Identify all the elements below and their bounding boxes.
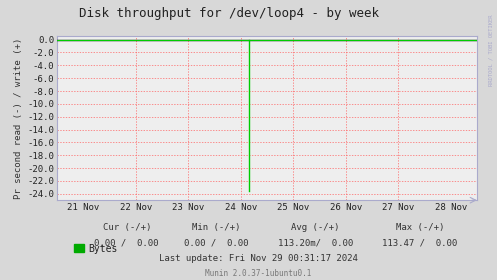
Text: Max (-/+): Max (-/+) (396, 223, 444, 232)
Text: 113.20m/  0.00: 113.20m/ 0.00 (278, 239, 353, 248)
Y-axis label: Pr second read (-) / write (+): Pr second read (-) / write (+) (14, 38, 23, 199)
Text: Disk throughput for /dev/loop4 - by week: Disk throughput for /dev/loop4 - by week (79, 7, 379, 20)
Text: Last update: Fri Nov 29 00:31:17 2024: Last update: Fri Nov 29 00:31:17 2024 (159, 254, 358, 263)
Text: Avg (-/+): Avg (-/+) (291, 223, 340, 232)
Text: 0.00 /  0.00: 0.00 / 0.00 (184, 239, 248, 248)
Text: Munin 2.0.37-1ubuntu0.1: Munin 2.0.37-1ubuntu0.1 (205, 269, 312, 278)
Legend: Bytes: Bytes (71, 240, 121, 258)
Text: 0.00 /  0.00: 0.00 / 0.00 (94, 239, 159, 248)
Text: Cur (-/+): Cur (-/+) (102, 223, 151, 232)
Text: RRDTOOL / TOBI OETIKER: RRDTOOL / TOBI OETIKER (489, 15, 494, 86)
Text: 113.47 /  0.00: 113.47 / 0.00 (382, 239, 458, 248)
Text: Min (-/+): Min (-/+) (192, 223, 241, 232)
